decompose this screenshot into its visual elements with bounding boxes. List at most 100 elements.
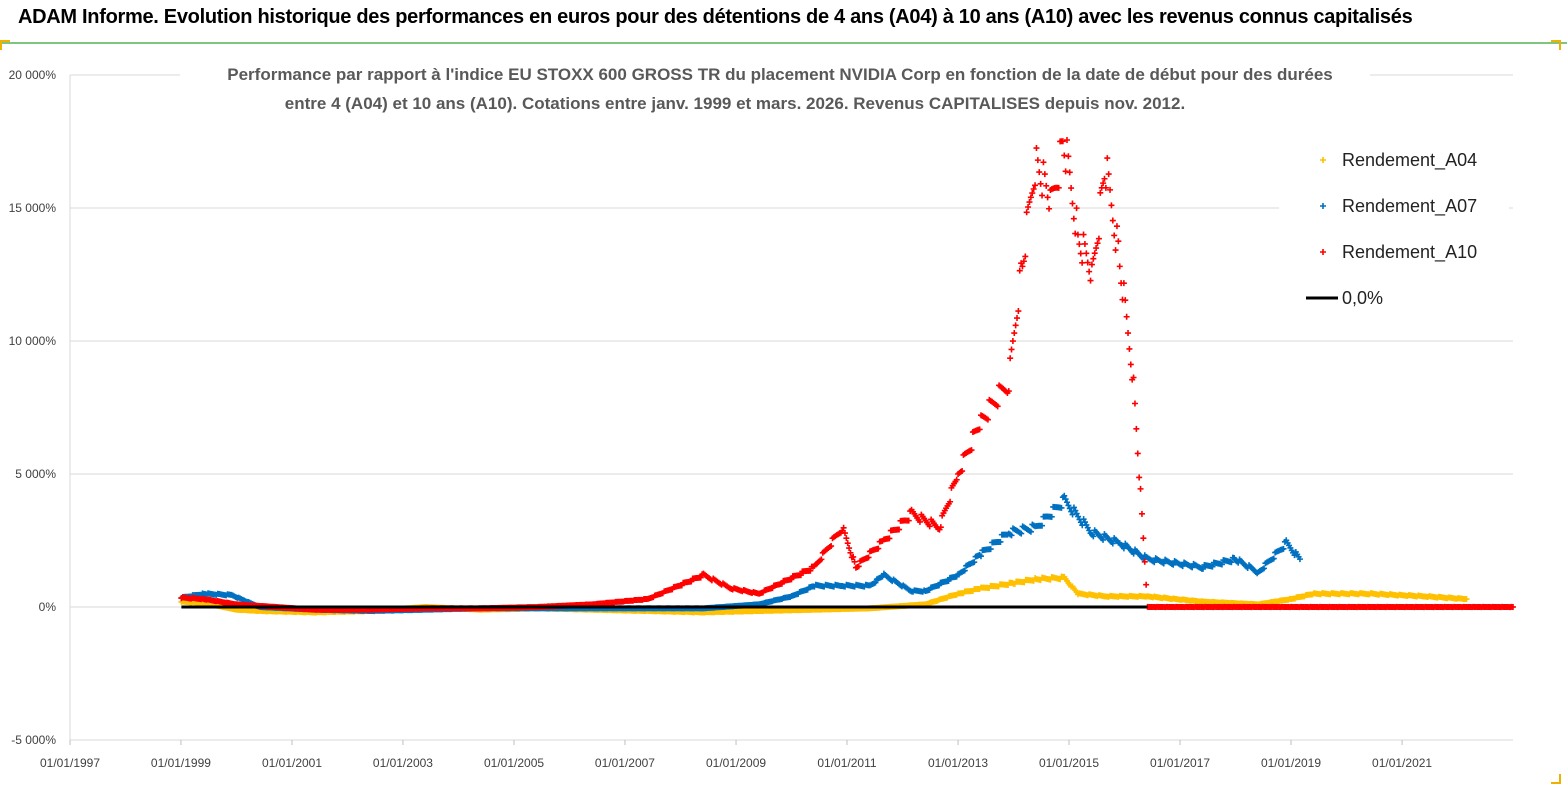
- data-point-interp: [1066, 505, 1073, 512]
- data-point-interp: [1083, 250, 1090, 257]
- data-point-interp: [984, 416, 991, 423]
- data-point: [1116, 263, 1123, 270]
- data-point-interp: [1064, 499, 1071, 506]
- data-point-interp: [1113, 223, 1120, 230]
- data-point-interp: [1093, 245, 1100, 252]
- data-point-interp: [1137, 485, 1144, 492]
- data-point-interp: [1043, 182, 1050, 189]
- data-point-interp: [1015, 308, 1022, 315]
- data-point-interp: [1080, 231, 1087, 238]
- data-point-interp: [997, 538, 1004, 545]
- data-point-interp: [1008, 346, 1015, 353]
- data-point-interp: [916, 518, 923, 525]
- data-point-interp: [1027, 194, 1034, 201]
- data-point-interp: [1022, 253, 1029, 260]
- data-point-interp: [1105, 171, 1112, 178]
- data-point-interp: [961, 567, 968, 574]
- data-point-interp: [886, 535, 893, 542]
- x-tick-label: 01/01/2007: [595, 756, 655, 770]
- x-tick-label: 01/01/2009: [706, 756, 766, 770]
- header-banner: ADAM Informe. Evolution historique des p…: [0, 0, 1567, 44]
- data-point-interp: [1058, 504, 1065, 511]
- data-point-interp: [1125, 330, 1132, 337]
- data-point-interp: [1090, 533, 1097, 540]
- data-point-interp: [846, 545, 853, 552]
- data-point-interp: [1111, 232, 1118, 239]
- data-point-interp: [937, 524, 944, 531]
- data-point-interp: [905, 517, 912, 524]
- data-point-interp: [1133, 425, 1140, 432]
- data-point: [1463, 596, 1470, 603]
- data-point-interp: [953, 476, 960, 483]
- data-point-interp: [1034, 157, 1041, 164]
- data-point-interp: [947, 498, 954, 505]
- data-point-interp: [1151, 559, 1158, 566]
- data-point: [1102, 184, 1109, 191]
- data-point-interp: [1101, 175, 1108, 182]
- data-point-interp: [1007, 355, 1014, 362]
- data-point: [1074, 231, 1081, 238]
- data-point-interp: [847, 549, 854, 556]
- data-point-interp: [1041, 171, 1048, 178]
- data-point-interp: [968, 447, 975, 454]
- selection-handle-bottom-right[interactable]: [1551, 774, 1561, 784]
- data-point-interp: [797, 572, 804, 579]
- y-tick-label: 5 000%: [15, 467, 56, 481]
- data-point-interp: [1140, 535, 1147, 542]
- data-point-interp: [841, 530, 848, 537]
- data-point-interp: [1039, 192, 1046, 199]
- data-point-interp: [1091, 250, 1098, 257]
- data-point-interp: [1014, 315, 1021, 322]
- data-point-interp: [1016, 267, 1023, 274]
- data-point-interp: [987, 546, 994, 553]
- y-tick-label: 20 000%: [9, 68, 57, 82]
- data-point-interp: [1037, 180, 1044, 187]
- data-point-interp: [1055, 184, 1062, 191]
- data-point-interp: [843, 535, 850, 542]
- data-point-interp: [1011, 330, 1018, 337]
- selection-handle-top-right[interactable]: [1551, 40, 1561, 50]
- data-point-interp: [872, 579, 879, 586]
- chart-title-line1: Performance par rapport à l'indice EU ST…: [227, 65, 1333, 84]
- data-point-interp: [697, 574, 704, 581]
- data-point-interp: [1012, 322, 1019, 329]
- data-point-interp: [1026, 199, 1033, 206]
- data-point-interp: [788, 576, 795, 583]
- data-point-interp: [855, 563, 862, 570]
- data-point-interp: [1068, 185, 1075, 192]
- data-point-interp: [1270, 555, 1277, 562]
- series-rendement-a10: [178, 137, 1516, 613]
- legend-label: Rendement_A10: [1342, 242, 1477, 263]
- data-point-interp: [1087, 277, 1094, 284]
- data-point-interp: [971, 559, 978, 566]
- data-point-interp: [1009, 338, 1016, 345]
- data-point-interp: [1077, 250, 1084, 257]
- data-point-interp: [1090, 255, 1097, 262]
- data-point-interp: [1134, 450, 1141, 457]
- data-point-interp: [1072, 507, 1079, 514]
- data-point-interp: [1069, 200, 1076, 207]
- data-point: [1296, 556, 1303, 563]
- data-point-interp: [1073, 205, 1080, 212]
- selection-handle-top-left[interactable]: [0, 40, 10, 50]
- x-tick-label: 01/01/2021: [1372, 756, 1432, 770]
- data-point-interp: [1065, 153, 1072, 160]
- data-point-interp: [1027, 528, 1034, 535]
- data-point: [1510, 604, 1516, 610]
- data-point-interp: [1100, 536, 1107, 543]
- data-point-interp: [1059, 138, 1066, 145]
- x-tick-label: 01/01/2003: [373, 756, 433, 770]
- data-point-interp: [976, 426, 983, 433]
- data-point: [1033, 145, 1040, 152]
- data-point-interp: [1143, 581, 1150, 588]
- legend-marker: [1320, 157, 1326, 163]
- data-point-interp: [1120, 280, 1127, 287]
- x-tick-label: 01/01/2005: [484, 756, 544, 770]
- data-point-interp: [1218, 561, 1225, 568]
- data-point-interp: [1086, 268, 1093, 275]
- y-axis: 20 000% 15 000% 10 000% 5 000% 0% -5 000%: [9, 68, 57, 747]
- data-point-interp: [1084, 259, 1091, 266]
- header-title: ADAM Informe. Evolution historique des p…: [18, 6, 1413, 28]
- y-tick-label: 0%: [39, 600, 57, 614]
- plot-area: [178, 137, 1516, 616]
